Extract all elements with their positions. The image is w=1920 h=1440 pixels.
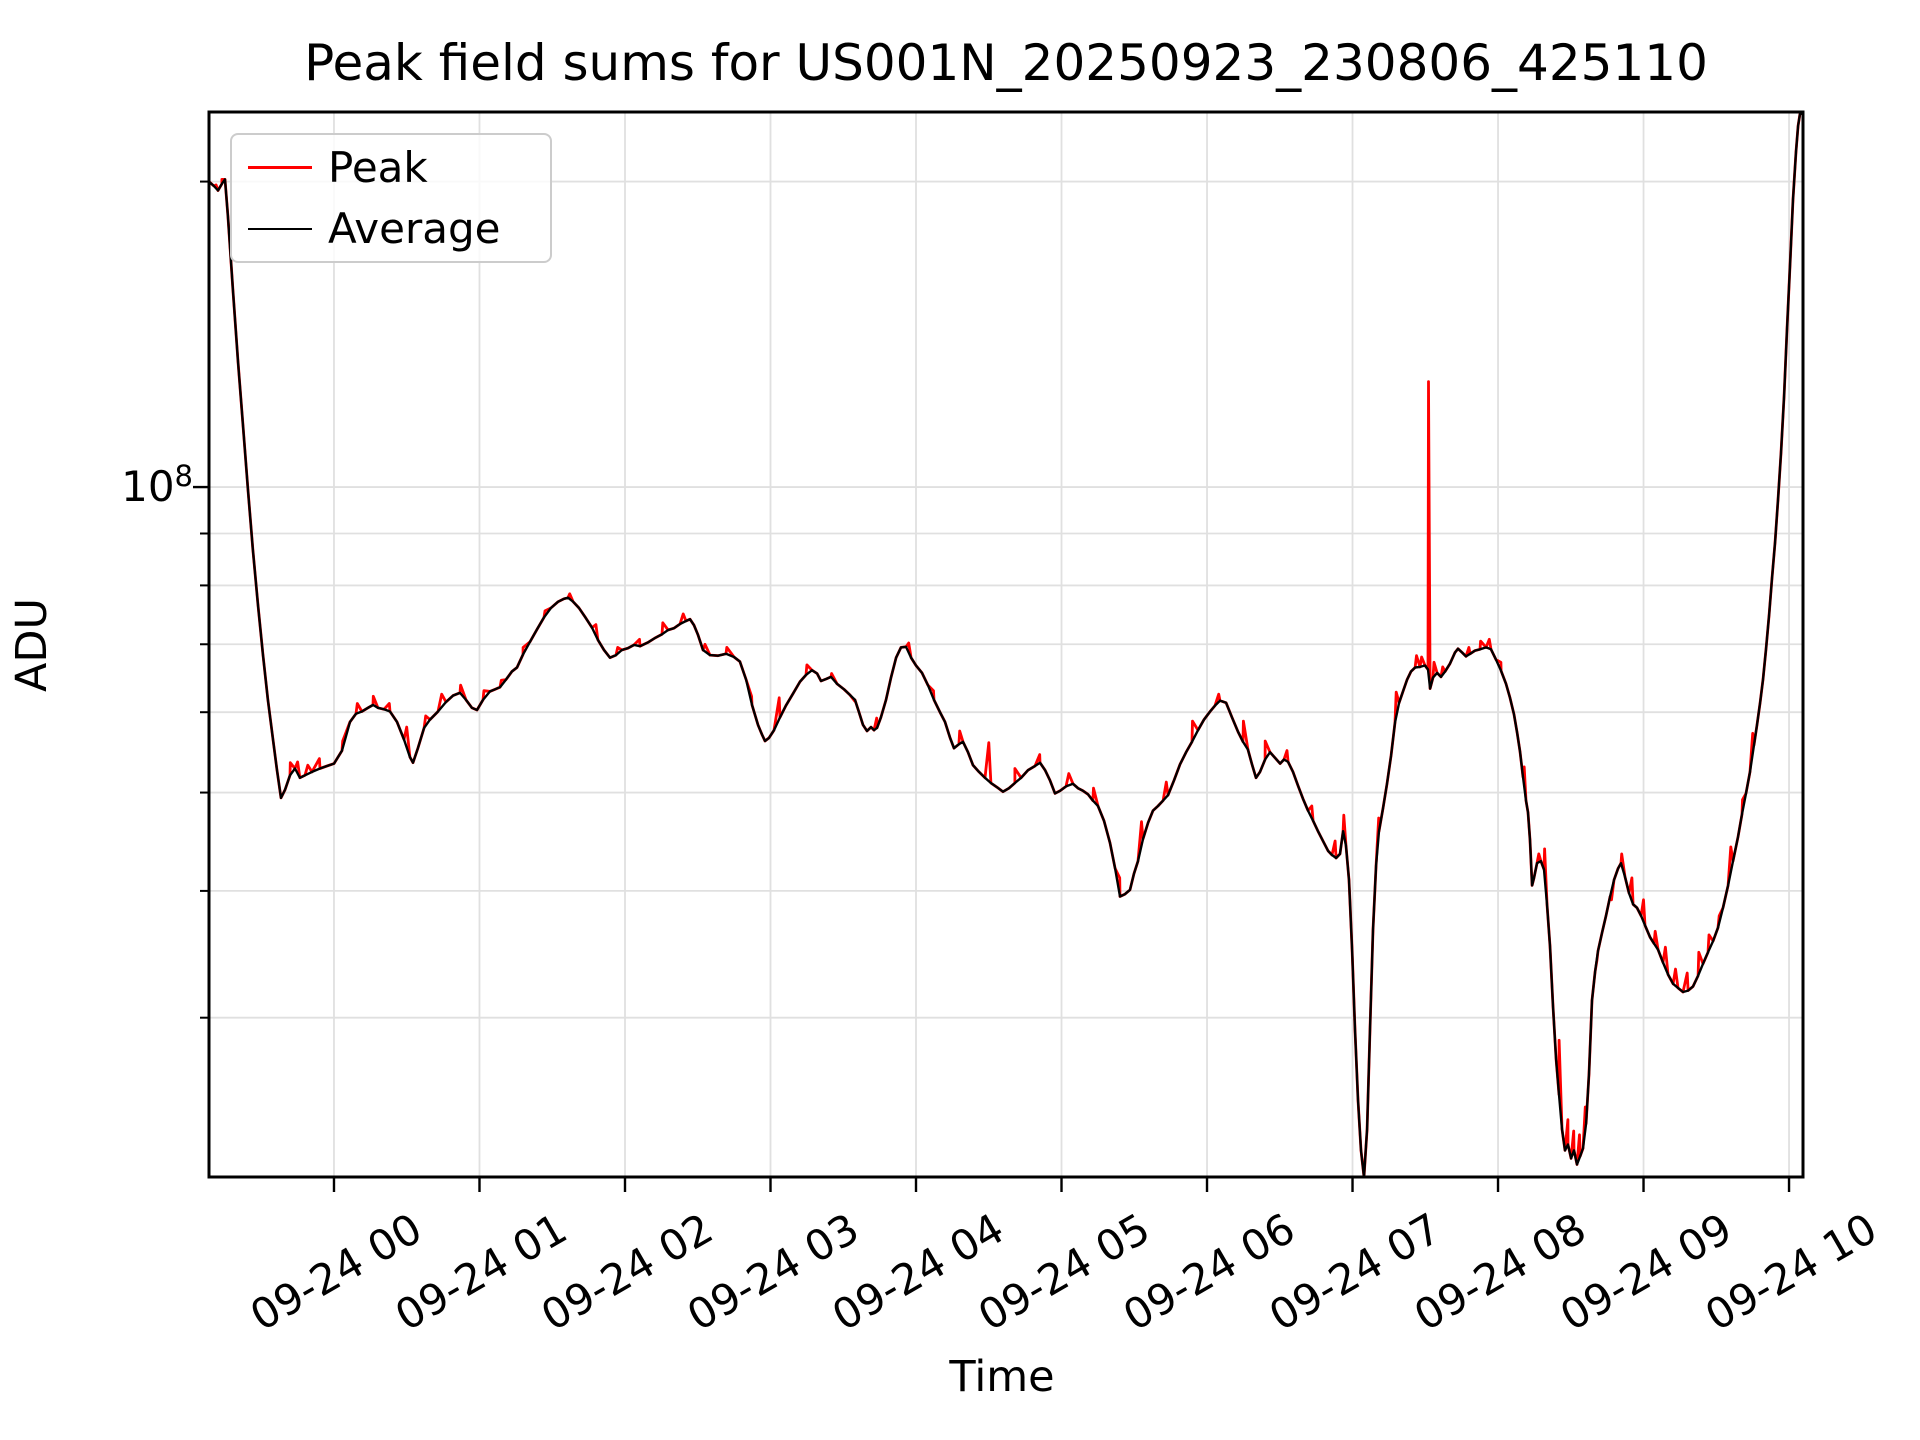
y-axis-title: ADU [7,598,57,692]
legend-label-average: Average [328,204,501,253]
legend: Peak Average [230,133,552,263]
data-series [209,112,1803,1177]
gridlines [209,112,1803,1177]
chart-title: Peak field sums for US001N_20250923_2308… [304,34,1708,92]
average-line-sample-icon [248,227,312,230]
legend-label-peak: Peak [328,143,428,192]
peak-line-sample-icon [248,166,312,169]
legend-entry-peak: Peak [232,143,550,192]
y-tick-base: 10 [121,461,175,511]
average-line [209,112,1803,1177]
y-tick-exponent: 8 [174,458,193,493]
tick-marks [193,180,1791,1192]
legend-entry-average: Average [232,204,550,253]
y-tick-label-1e8: 108 [121,459,193,511]
x-axis-title: Time [949,1352,1055,1402]
